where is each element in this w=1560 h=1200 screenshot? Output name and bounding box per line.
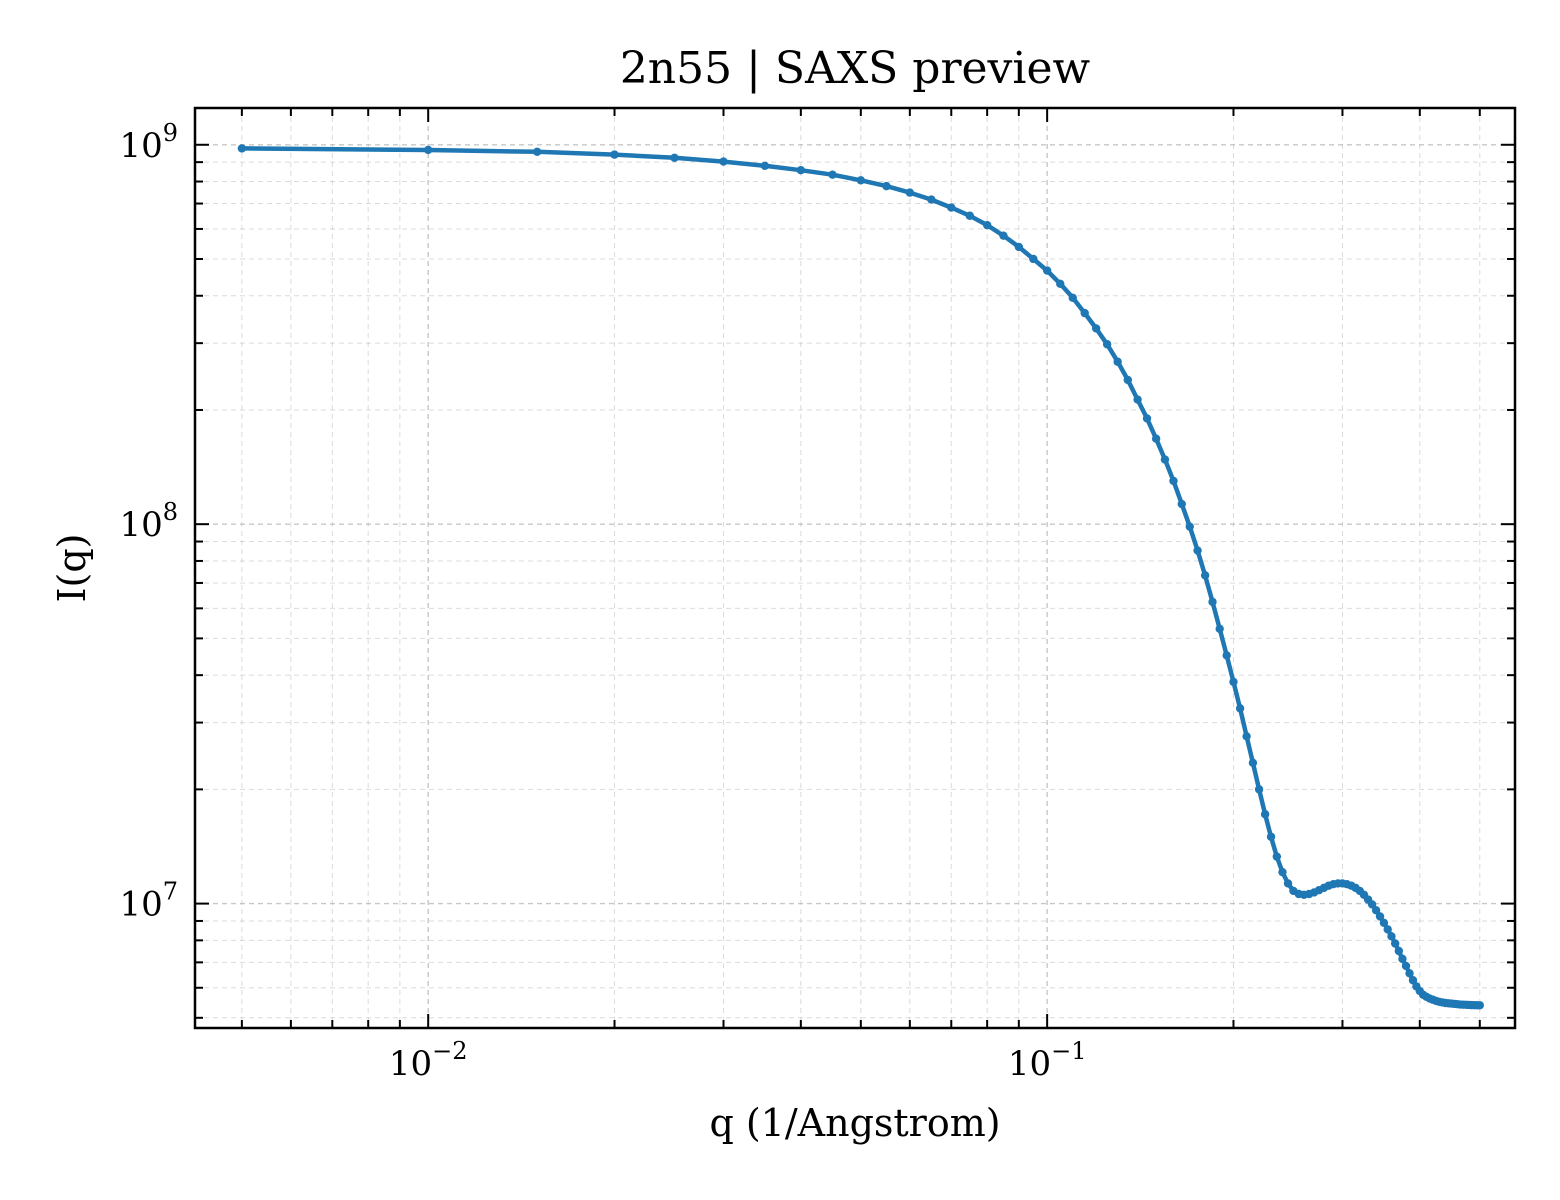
data-point	[1229, 677, 1238, 687]
grid	[195, 108, 1515, 1028]
data-point	[1113, 357, 1122, 366]
data-point	[1091, 324, 1101, 333]
data-point	[1215, 624, 1224, 633]
data-point	[237, 144, 247, 153]
data-point	[1408, 976, 1418, 985]
data-point	[905, 188, 915, 197]
data-point	[1475, 1001, 1484, 1010]
data-point	[1387, 932, 1396, 941]
data-point	[1405, 969, 1414, 978]
data-point	[760, 161, 770, 171]
y-axis-label: I(q)	[50, 534, 94, 603]
data-point	[670, 153, 679, 162]
data-point	[1235, 704, 1245, 713]
x-tick-label: 10−2	[389, 1037, 468, 1084]
data-point	[856, 176, 866, 185]
data-point	[1177, 499, 1186, 509]
data-point	[1200, 571, 1210, 580]
data-point	[982, 220, 992, 230]
data-point	[1151, 434, 1161, 443]
chart-title: 2n55 | SAXS preview	[620, 43, 1091, 94]
data-point	[1375, 912, 1385, 921]
data-point	[1379, 918, 1389, 927]
data-point	[1142, 414, 1152, 423]
y-tick-label: 108	[119, 498, 178, 545]
data-point	[1260, 810, 1270, 819]
data-point	[1102, 340, 1112, 349]
data-point	[1193, 546, 1202, 555]
data-point	[1169, 476, 1178, 486]
data-point	[965, 211, 975, 220]
data-point	[1278, 867, 1287, 877]
data-point	[1401, 961, 1411, 971]
data-point	[882, 181, 891, 191]
data-point	[1272, 852, 1282, 861]
data-point	[423, 145, 433, 155]
data-point	[796, 165, 806, 175]
data-point	[1383, 925, 1392, 934]
data-point	[1160, 455, 1170, 464]
data-point	[1248, 758, 1258, 768]
data-point	[1029, 254, 1038, 264]
data-point	[1185, 522, 1194, 531]
data-point	[828, 170, 837, 179]
data-point	[1080, 308, 1089, 318]
x-axis-label: q (1/Angstrom)	[709, 1101, 1000, 1145]
data-point	[1222, 651, 1231, 660]
data-point	[1042, 266, 1052, 275]
data-point	[1266, 832, 1276, 841]
data-point	[1014, 242, 1024, 252]
data-point	[532, 147, 542, 157]
ticks: 10−2 10−1 107 108 109	[119, 108, 1515, 1084]
data-point	[1283, 879, 1293, 888]
data-point	[1123, 375, 1133, 385]
y-tick-label: 107	[119, 878, 178, 925]
data-point	[1056, 279, 1065, 289]
data-point	[1068, 293, 1077, 303]
data-point	[947, 203, 956, 212]
data-point	[719, 157, 728, 166]
data-point	[1367, 900, 1377, 909]
data-point	[999, 231, 1008, 240]
data-point	[1394, 946, 1404, 956]
series-layer	[237, 144, 1484, 1010]
x-tick-label: 10−1	[1008, 1037, 1087, 1084]
data-point	[1254, 785, 1264, 794]
data-point	[1208, 597, 1217, 607]
y-tick-label: 109	[119, 119, 178, 166]
data-point	[1390, 939, 1400, 948]
data-point	[610, 150, 619, 159]
data-point	[927, 195, 936, 204]
data-point	[1371, 906, 1381, 915]
data-point	[1242, 732, 1251, 741]
plot-frame	[193, 106, 1517, 1030]
data-point	[1398, 954, 1407, 964]
data-point	[1133, 395, 1142, 404]
